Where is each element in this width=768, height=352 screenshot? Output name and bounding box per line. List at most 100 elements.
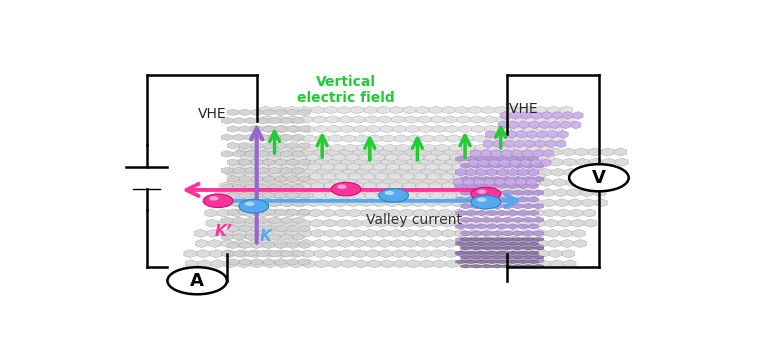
Polygon shape [487,224,497,229]
Polygon shape [324,182,336,190]
Polygon shape [263,260,276,268]
Polygon shape [405,116,417,123]
Polygon shape [505,178,515,186]
Polygon shape [364,229,376,237]
Polygon shape [239,192,250,199]
Polygon shape [287,239,300,247]
Polygon shape [378,191,391,199]
Polygon shape [495,178,505,186]
Polygon shape [408,135,420,142]
Polygon shape [445,125,458,133]
Polygon shape [314,148,326,156]
Polygon shape [569,199,581,207]
Polygon shape [519,121,528,129]
Polygon shape [299,109,310,115]
Polygon shape [273,229,285,237]
Polygon shape [573,112,583,119]
Polygon shape [283,172,296,180]
Polygon shape [312,229,324,237]
Polygon shape [245,151,257,157]
Polygon shape [476,189,488,197]
Polygon shape [570,209,582,217]
Polygon shape [406,125,419,133]
Polygon shape [534,229,546,237]
Polygon shape [473,168,486,176]
Polygon shape [582,199,594,207]
Polygon shape [492,163,502,168]
Polygon shape [239,168,251,176]
Polygon shape [253,144,265,152]
Polygon shape [250,158,263,166]
Polygon shape [428,172,440,180]
Polygon shape [513,203,523,209]
Polygon shape [245,219,257,227]
Polygon shape [362,172,375,180]
Polygon shape [425,199,438,207]
Polygon shape [531,163,543,171]
Polygon shape [487,251,497,256]
Polygon shape [263,126,274,132]
Polygon shape [502,189,515,197]
Polygon shape [424,189,436,197]
Polygon shape [239,159,250,165]
Polygon shape [380,125,392,133]
Polygon shape [435,144,449,152]
Polygon shape [304,168,316,176]
Polygon shape [466,224,476,229]
Polygon shape [250,260,263,268]
Polygon shape [472,163,481,168]
Polygon shape [233,184,244,190]
Polygon shape [305,144,317,152]
Polygon shape [519,219,531,227]
Polygon shape [574,239,587,247]
Polygon shape [492,163,504,171]
Polygon shape [275,159,286,165]
Polygon shape [233,118,244,124]
Polygon shape [568,189,580,197]
Polygon shape [251,242,263,249]
Polygon shape [466,156,476,162]
Polygon shape [455,224,465,229]
Polygon shape [518,156,528,162]
Polygon shape [313,239,326,247]
Polygon shape [281,234,292,240]
Polygon shape [269,151,280,157]
Polygon shape [497,238,507,243]
Polygon shape [325,106,337,114]
Polygon shape [353,239,365,247]
Polygon shape [604,168,617,176]
Polygon shape [518,260,528,264]
Polygon shape [510,116,522,123]
Polygon shape [422,144,435,152]
Polygon shape [420,158,432,166]
Polygon shape [534,256,544,259]
Polygon shape [601,148,614,156]
Polygon shape [482,229,494,237]
Polygon shape [286,109,298,115]
Polygon shape [270,209,283,217]
Polygon shape [455,197,465,202]
Polygon shape [416,106,429,114]
Polygon shape [312,106,324,114]
Polygon shape [241,154,253,161]
Polygon shape [299,176,310,182]
Polygon shape [239,109,250,115]
Polygon shape [257,134,268,140]
Polygon shape [372,154,384,161]
Polygon shape [360,163,372,171]
Polygon shape [418,191,430,199]
Polygon shape [361,209,374,217]
Polygon shape [511,260,524,268]
Polygon shape [227,109,239,115]
Polygon shape [259,106,272,114]
Polygon shape [496,191,508,199]
Polygon shape [338,106,350,114]
Polygon shape [518,238,528,243]
Polygon shape [542,112,552,119]
Polygon shape [210,250,223,258]
Polygon shape [257,201,268,207]
Polygon shape [251,176,263,182]
Polygon shape [286,176,298,182]
Polygon shape [496,116,509,123]
Polygon shape [279,178,292,187]
